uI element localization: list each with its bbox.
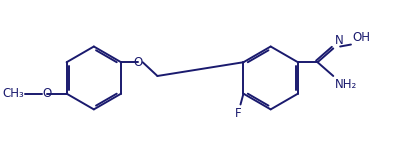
Text: OH: OH <box>352 31 370 44</box>
Text: F: F <box>235 107 242 120</box>
Text: CH₃: CH₃ <box>3 87 24 100</box>
Text: O: O <box>133 56 142 69</box>
Text: NH₂: NH₂ <box>335 78 357 91</box>
Text: O: O <box>42 87 52 100</box>
Text: N: N <box>335 34 344 48</box>
